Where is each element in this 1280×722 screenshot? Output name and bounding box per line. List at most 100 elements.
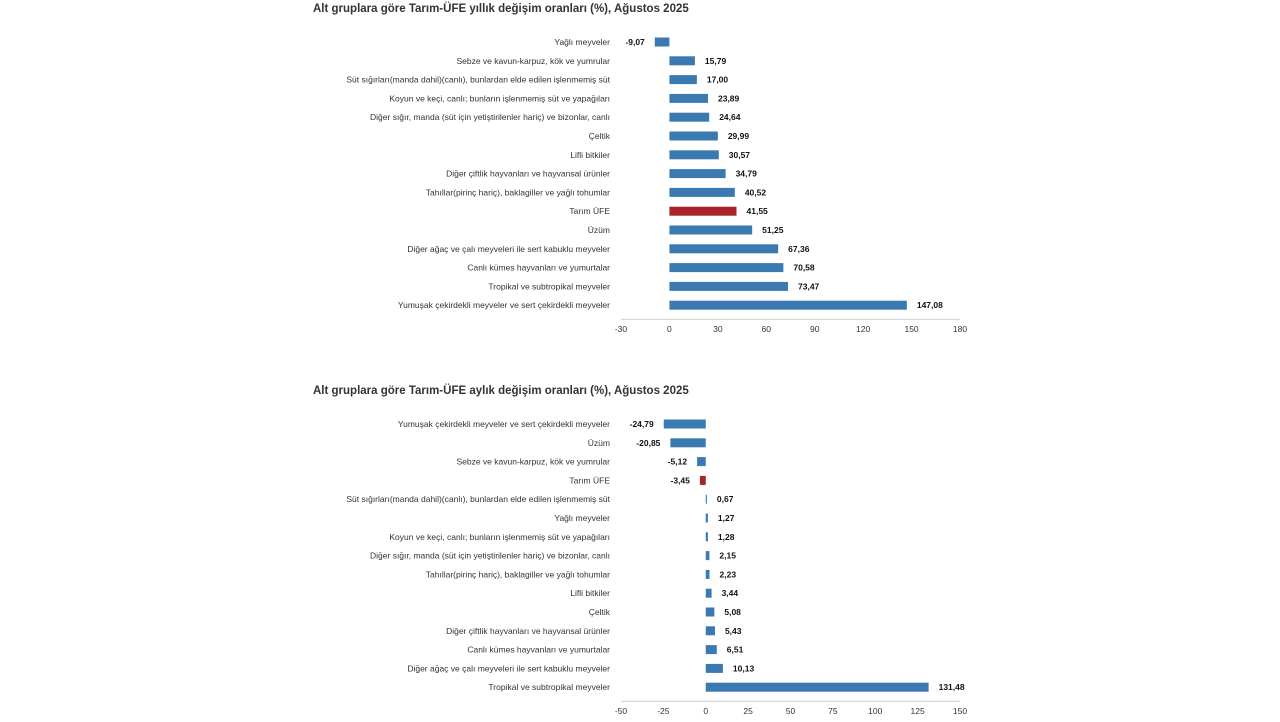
category-label: Yağlı meyveler	[554, 513, 610, 523]
monthly-change-bar-chart: Yumuşak çekirdekli meyveler ve sert çeki…	[346, 419, 967, 716]
annual-change-bar-chart: Yağlı meyveler -9,07 Sebze ve kavun-karpuz…	[346, 37, 967, 334]
value-label: 5,08	[724, 607, 741, 617]
category-label: Üzüm	[588, 225, 610, 235]
x-tick-label: 75	[828, 706, 838, 716]
x-tick-label: 150	[953, 706, 967, 716]
category-label: Diğer çiftlik hayvanları ve hayvansal ür…	[446, 626, 610, 636]
bar	[669, 263, 784, 273]
x-tick-label: 100	[868, 706, 882, 716]
value-label: 24,64	[719, 112, 741, 122]
value-label: 6,51	[727, 645, 744, 655]
bar	[705, 513, 708, 523]
bar	[669, 75, 697, 85]
value-label: 51,25	[762, 225, 784, 235]
category-label: Diğer ağaç ve çalı meyveleri ile sert ka…	[407, 663, 610, 673]
category-label: Sebze ve kavun-karpuz, kök ve yumrular	[456, 56, 610, 66]
category-label: Koyun ve keçi, canlı; bunların işlenmemi…	[389, 532, 610, 542]
x-tick-label: 0	[667, 324, 672, 334]
value-label: 23,89	[718, 93, 740, 103]
x-tick-label: 60	[762, 324, 772, 334]
category-label: Koyun ve keçi, canlı; bunların işlenmemi…	[389, 93, 610, 103]
category-label: Canlı kümes hayvanları ve yumurtalar	[467, 263, 610, 273]
value-label: -3,45	[671, 475, 691, 485]
value-label: 0,67	[717, 494, 734, 504]
bar	[669, 150, 719, 160]
bar	[705, 607, 715, 617]
value-label: -5,12	[668, 457, 688, 467]
value-label: 10,13	[733, 663, 755, 673]
value-label: 73,47	[798, 281, 820, 291]
x-tick-label: 125	[911, 706, 925, 716]
bar	[705, 551, 710, 561]
value-label: 29,99	[728, 131, 750, 141]
x-tick-label: 150	[904, 324, 918, 334]
bar	[705, 645, 717, 655]
category-label: Tarım ÜFE	[569, 475, 610, 485]
value-label: -24,79	[630, 419, 654, 429]
bar	[705, 682, 929, 692]
value-label: 70,58	[793, 263, 815, 273]
category-label: Lifli bitkiler	[570, 150, 610, 160]
highlight-bar	[699, 475, 706, 485]
category-label: Çeltik	[589, 607, 611, 617]
category-label: Tropikal ve subtropikal meyveler	[488, 281, 610, 291]
value-label: -20,85	[636, 438, 660, 448]
value-label: 41,55	[747, 206, 769, 216]
category-label: Tahıllar(pirinç hariç), baklagiller ve y…	[426, 187, 610, 197]
category-label: Tropikal ve subtropikal meyveler	[488, 682, 610, 692]
category-label: Diğer sığır, manda (süt için yetiştirile…	[370, 112, 610, 122]
bar	[654, 37, 670, 47]
bar	[705, 588, 712, 598]
bar	[669, 225, 753, 235]
x-tick-label: 90	[810, 324, 820, 334]
bar	[670, 438, 706, 448]
x-tick-label: 0	[703, 706, 708, 716]
bar	[663, 419, 706, 429]
value-label: 147,08	[917, 300, 943, 310]
x-tick-label: -25	[657, 706, 670, 716]
x-tick-label: 50	[786, 706, 796, 716]
category-label: Yumuşak çekirdekli meyveler ve sert çeki…	[398, 419, 610, 429]
bar	[705, 532, 708, 542]
category-label: Yumuşak çekirdekli meyveler ve sert çeki…	[398, 300, 610, 310]
chart-title-monthly: Alt gruplara göre Tarım-ÜFE aylık değişi…	[313, 385, 689, 397]
value-label: 17,00	[707, 75, 729, 85]
value-label: 34,79	[736, 169, 758, 179]
value-label: 5,43	[725, 626, 742, 636]
category-label: Lifli bitkiler	[570, 588, 610, 598]
category-label: Tahıllar(pirinç hariç), baklagiller ve y…	[426, 569, 610, 579]
category-label: Diğer çiftlik hayvanları ve hayvansal ür…	[446, 169, 610, 179]
category-label: Diğer sığır, manda (süt için yetiştirile…	[370, 551, 610, 561]
x-tick-label: 120	[856, 324, 870, 334]
category-label: Çeltik	[589, 131, 611, 141]
x-tick-label: -50	[615, 706, 628, 716]
bar	[705, 626, 715, 636]
bar	[697, 457, 706, 467]
bar	[705, 569, 710, 579]
bar	[669, 131, 718, 141]
value-label: 1,28	[718, 532, 735, 542]
x-tick-label: 30	[713, 324, 723, 334]
x-tick-label: 180	[953, 324, 967, 334]
category-label: Diğer ağaç ve çalı meyveleri ile sert ka…	[407, 244, 610, 254]
bar	[669, 112, 710, 122]
value-label: 3,44	[722, 588, 739, 598]
x-tick-label: -30	[615, 324, 628, 334]
bar	[669, 56, 695, 66]
category-label: Üzüm	[588, 438, 610, 448]
bar	[669, 93, 708, 103]
bar	[669, 300, 907, 310]
bar	[669, 187, 735, 197]
category-label: Yağlı meyveler	[554, 37, 610, 47]
category-label: Tarım ÜFE	[569, 206, 610, 216]
value-label: 30,57	[729, 150, 751, 160]
value-label: 2,23	[720, 569, 737, 579]
category-label: Sebze ve kavun-karpuz, kök ve yumrular	[456, 457, 610, 467]
bar	[705, 663, 723, 673]
bar	[705, 494, 707, 504]
bar	[669, 244, 779, 254]
value-label: 1,27	[718, 513, 735, 523]
value-label: 67,36	[788, 244, 810, 254]
category-label: Süt sığırları(manda dahil)(canlı), bunla…	[346, 75, 610, 85]
value-label: 131,48	[939, 682, 965, 692]
